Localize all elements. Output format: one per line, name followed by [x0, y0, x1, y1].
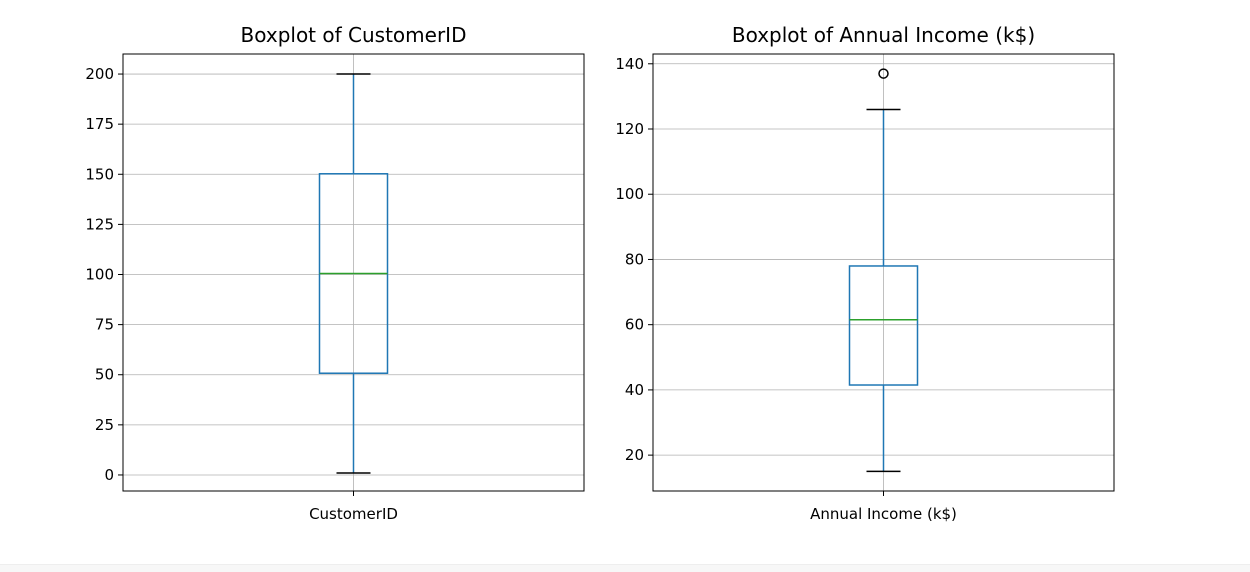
- y-tick-label: 175: [85, 115, 114, 133]
- y-tick-label: 50: [95, 366, 114, 384]
- outlier-point: [878, 68, 889, 79]
- y-tick-label: 80: [625, 250, 644, 268]
- y-tick-label: 100: [615, 185, 644, 203]
- y-tick-label: 100: [85, 266, 114, 284]
- y-tick-label: 125: [85, 215, 114, 233]
- y-tick-label: 40: [625, 381, 644, 399]
- y-tick-label: 120: [615, 120, 644, 138]
- y-tick-label: 20: [625, 446, 644, 464]
- y-tick-label: 150: [85, 165, 114, 183]
- annual-income-boxplot-panel: 20 40 60 80 100 120 140 Annual Income (k$) Boxpl…: [615, 23, 1115, 523]
- output-area-bottom-strip: [0, 564, 1250, 572]
- y-tick-label: 60: [625, 316, 644, 334]
- y-tick-label: 0: [104, 466, 114, 484]
- y-tick-label: 75: [95, 316, 114, 334]
- chart-title: Boxplot of CustomerID: [241, 23, 467, 47]
- chart-title: Boxplot of Annual Income (k$): [732, 23, 1035, 47]
- interquartile-box: [848, 265, 919, 386]
- x-tick-label: CustomerID: [309, 505, 398, 523]
- y-tick-label: 140: [615, 55, 644, 73]
- customerid-boxplot-panel: 0 25 50 75 100 125 150 175 200 CustomerID Boxplot …: [85, 23, 585, 523]
- y-tick-label: 25: [95, 416, 114, 434]
- x-tick-label: Annual Income (k$): [810, 505, 957, 523]
- y-tick-label: 200: [85, 65, 114, 83]
